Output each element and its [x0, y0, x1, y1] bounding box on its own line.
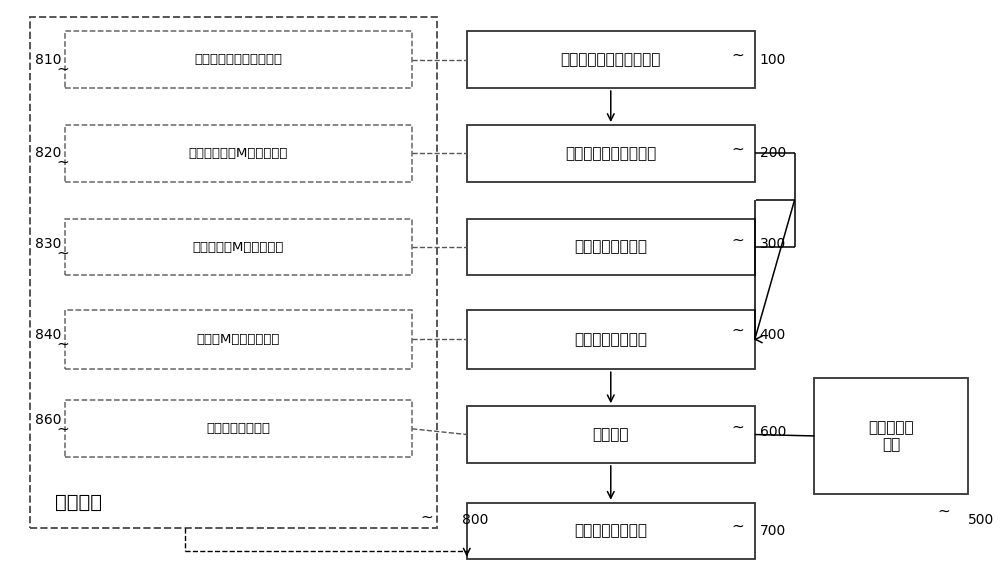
FancyBboxPatch shape: [467, 219, 755, 275]
FancyBboxPatch shape: [814, 378, 968, 494]
Text: 判定结果输出模块: 判定结果输出模块: [574, 524, 647, 538]
Text: 500: 500: [968, 513, 995, 527]
Text: 800: 800: [462, 513, 488, 527]
FancyBboxPatch shape: [467, 406, 755, 463]
Text: 测试数据收集模块: 测试数据收集模块: [574, 240, 647, 254]
Text: ∼: ∼: [56, 61, 69, 76]
Text: 100: 100: [760, 53, 786, 66]
Text: ∼: ∼: [732, 519, 744, 534]
Text: 校准值M判定传输单元: 校准值M判定传输单元: [197, 333, 280, 346]
Text: 840: 840: [35, 328, 61, 342]
Text: 实际测试值M测传输单元: 实际测试值M测传输单元: [193, 241, 284, 253]
FancyBboxPatch shape: [65, 31, 412, 88]
FancyBboxPatch shape: [467, 31, 755, 88]
Text: ∼: ∼: [421, 509, 433, 524]
Text: ∼: ∼: [937, 504, 950, 519]
Text: ∼: ∼: [732, 323, 744, 338]
Text: 860: 860: [35, 414, 61, 427]
FancyBboxPatch shape: [65, 219, 412, 275]
FancyBboxPatch shape: [65, 400, 412, 457]
Text: ∼: ∼: [56, 155, 69, 170]
FancyBboxPatch shape: [30, 17, 437, 528]
Text: 600: 600: [760, 425, 786, 438]
Text: 批次校准信息M样传输单元: 批次校准信息M样传输单元: [189, 147, 288, 160]
FancyBboxPatch shape: [467, 310, 755, 369]
FancyBboxPatch shape: [467, 503, 755, 559]
FancyBboxPatch shape: [467, 125, 755, 182]
Text: 批次校准信息获取模块: 批次校准信息获取模块: [565, 146, 656, 161]
Text: 820: 820: [35, 147, 61, 160]
Text: ∼: ∼: [732, 48, 744, 62]
Text: 通许模块: 通许模块: [55, 493, 102, 512]
Text: ∼: ∼: [732, 141, 744, 156]
FancyBboxPatch shape: [65, 310, 412, 369]
Text: ∼: ∼: [732, 420, 744, 435]
Text: 试纸条批次信息获取模块: 试纸条批次信息获取模块: [561, 52, 661, 67]
Text: ∼: ∼: [56, 422, 69, 437]
Text: 测试数据校准模块: 测试数据校准模块: [574, 332, 647, 347]
Text: 830: 830: [35, 237, 61, 251]
FancyBboxPatch shape: [65, 125, 412, 182]
Text: 判定模块: 判定模块: [593, 427, 629, 442]
Text: 门限值储存
模块: 门限值储存 模块: [869, 420, 914, 452]
Text: ∼: ∼: [56, 246, 69, 261]
Text: ∼: ∼: [56, 337, 69, 352]
Text: ∼: ∼: [732, 232, 744, 247]
Text: 810: 810: [35, 53, 61, 66]
Text: 300: 300: [760, 237, 786, 251]
Text: 200: 200: [760, 147, 786, 160]
Text: 400: 400: [760, 328, 786, 342]
Text: 判定结果传输单元: 判定结果传输单元: [206, 423, 270, 435]
Text: 试纸条批次信息传输单元: 试纸条批次信息传输单元: [194, 53, 282, 66]
Text: 700: 700: [760, 524, 786, 538]
